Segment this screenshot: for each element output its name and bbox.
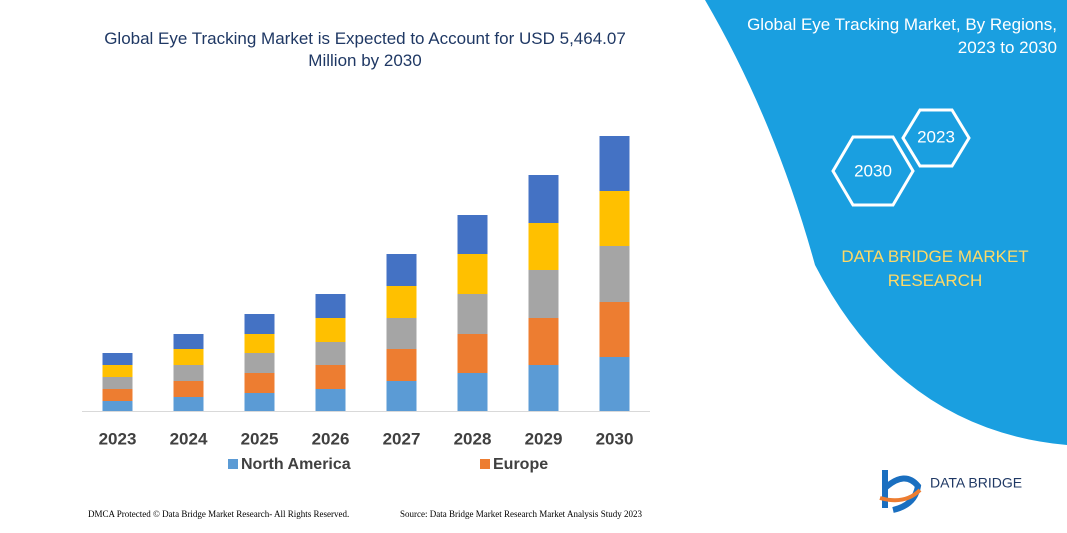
bar-segment [599,302,630,357]
bar-segment [599,136,630,191]
bar-segment [315,294,346,318]
bar-segment [244,373,275,393]
bar-segment [386,381,417,411]
bar-segment [386,318,417,349]
bar-segment [599,246,630,302]
legend-swatch [480,459,490,469]
bar-segment [102,365,133,377]
legend-label: Europe [493,456,548,473]
bar-segment [528,223,559,270]
x-tick-label: 2025 [241,429,279,448]
bar-segment [599,357,630,411]
hex-label: 2023 [917,127,955,146]
bar-segment [457,334,488,373]
bar-segment [528,270,559,318]
bar-segment [386,349,417,381]
x-tick-label: 2030 [596,429,634,448]
bar-segment [599,191,630,246]
logo-mark [879,488,922,503]
bar-segment [102,389,133,401]
legend-swatch [228,459,238,469]
bar-segment [244,334,275,353]
logo-text: DATA BRIDGE [930,475,1022,491]
brand-text: DATA BRIDGE MARKET RESEARCH [841,247,1029,290]
bar-segment [315,318,346,342]
bar-segment [315,342,346,365]
bar-segment [528,175,559,223]
bar-segment [386,254,417,286]
x-tick-label: 2027 [383,429,421,448]
footer-right: Source: Data Bridge Market Research Mark… [400,509,642,519]
x-tick-label: 2026 [312,429,350,448]
legend-label: North America [241,456,351,473]
bar-segment [457,373,488,411]
bar-segment [173,349,204,365]
bar-segment [386,286,417,318]
logo-mark [882,470,922,513]
bar-segment [457,215,488,254]
panel-title: Global Eye Tracking Market, By Regions, … [747,15,1057,57]
bar-segment [457,294,488,334]
bar-segment [244,314,275,334]
x-tick-label: 2024 [170,429,208,448]
bar-segment [528,318,559,365]
hex-label: 2030 [854,161,892,180]
bar-segment [315,365,346,389]
bar-segment [173,381,204,397]
x-tick-label: 2023 [99,429,137,448]
bar-segment [173,397,204,411]
bar-segment [102,401,133,411]
x-tick-label: 2028 [454,429,492,448]
bar-segment [102,377,133,389]
hexagon [901,108,971,168]
bar-segment [315,389,346,411]
bar-segment [457,254,488,294]
bar-segment [244,393,275,411]
bar-segment [528,365,559,411]
side-panel [705,0,1067,445]
footer-left: DMCA Protected © Data Bridge Market Rese… [88,509,350,519]
bar-segment [102,353,133,365]
bar-segment [173,365,204,381]
bar-segment [244,353,275,373]
x-tick-label: 2029 [525,429,563,448]
chart-title: Global Eye Tracking Market is Expected t… [104,29,626,70]
hexagon [831,135,915,207]
bar-segment [173,334,204,349]
